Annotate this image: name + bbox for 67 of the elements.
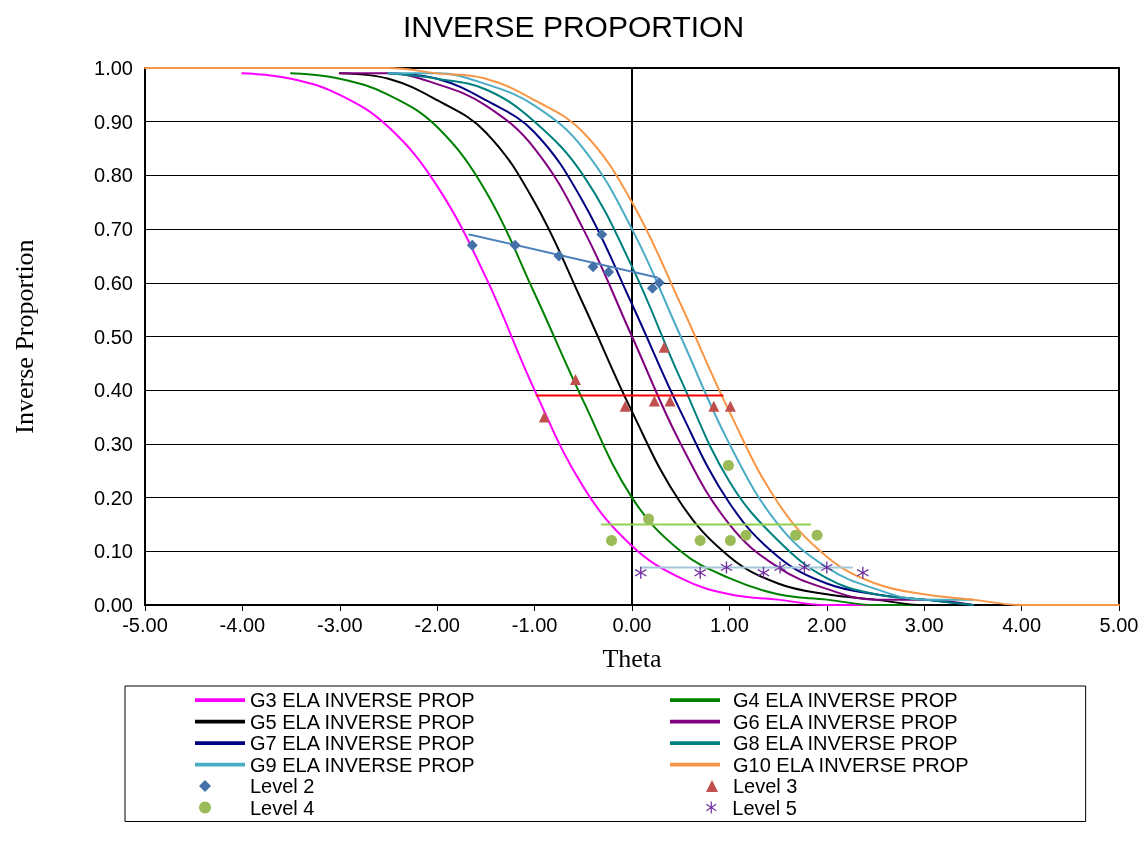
point	[694, 535, 706, 547]
y-tick-label: 0.20	[94, 486, 133, 509]
x-tick-label: -5.00	[122, 614, 168, 636]
legend-label: G7 ELA INVERSE PROP	[250, 732, 475, 754]
legend-label: Level 5	[732, 796, 797, 819]
point	[653, 277, 665, 289]
legend-label: G9 ELA INVERSE PROP	[250, 753, 475, 776]
legend-label: G6 ELA INVERSE PROP	[733, 710, 958, 733]
x-tick-label: 2.00	[807, 614, 847, 636]
point	[619, 400, 631, 412]
y-tick-label: 0.70	[94, 218, 133, 241]
point	[606, 535, 618, 547]
legend-label: G5 ELA INVERSE PROP	[250, 710, 475, 733]
y-tick-label: 0.90	[94, 110, 133, 133]
chart-title: INVERSE PROPORTION	[402, 9, 745, 43]
point	[724, 535, 736, 547]
point	[587, 261, 599, 273]
x-tick-label: -2.00	[414, 614, 460, 636]
point	[664, 395, 676, 407]
legend-label: G8 ELA INVERSE PROP	[733, 732, 958, 754]
x-tick-label: -4.00	[219, 614, 266, 636]
y-tick-label: 0.40	[94, 379, 133, 402]
point	[790, 529, 802, 541]
legend-label: Level 3	[733, 775, 798, 797]
point	[596, 228, 608, 240]
y-tick-label: 0.10	[94, 540, 133, 563]
point	[643, 513, 655, 525]
y-tick-label: 0.80	[94, 164, 133, 187]
x-tick-label: -1.00	[511, 614, 558, 636]
x-tick-label: 5.00	[1099, 614, 1139, 636]
point	[856, 566, 869, 579]
point	[658, 341, 670, 353]
point	[820, 561, 833, 574]
y-tick-label: 0.00	[94, 594, 133, 616]
x-tick-label: 4.00	[1002, 614, 1042, 636]
point	[722, 459, 734, 471]
x-tick-label: 3.00	[904, 614, 944, 636]
legend-label: G3 ELA INVERSE PROP	[250, 689, 475, 711]
x-tick-label: -3.00	[317, 614, 363, 636]
point	[553, 250, 565, 262]
legend-label: Level 2	[250, 775, 315, 797]
point	[538, 411, 550, 423]
point	[634, 566, 647, 579]
y-tick-label: 1.00	[94, 57, 133, 79]
y-axis-title: Inverse Proportion	[9, 239, 39, 434]
point	[694, 566, 707, 579]
point	[811, 529, 823, 541]
point	[708, 400, 720, 412]
point	[570, 373, 582, 385]
x-tick-label: 0.00	[612, 614, 652, 636]
y-tick-label: 0.60	[94, 271, 133, 294]
point	[724, 400, 736, 412]
x-axis-title: Theta	[602, 643, 663, 673]
point	[757, 566, 770, 579]
legend-label: Level 4	[250, 796, 315, 819]
y-tick-label: 0.30	[94, 432, 133, 455]
point	[740, 529, 752, 541]
x-tick-label: 1.00	[709, 614, 749, 636]
point	[648, 395, 660, 407]
point	[774, 561, 787, 574]
point	[646, 282, 658, 294]
legend-label: G10 ELA INVERSE PROP	[733, 753, 969, 776]
legend-label: G4 ELA INVERSE PROP	[733, 689, 958, 711]
point	[466, 239, 478, 251]
point	[509, 239, 521, 251]
point	[603, 266, 615, 278]
y-tick-label: 0.50	[94, 325, 133, 348]
